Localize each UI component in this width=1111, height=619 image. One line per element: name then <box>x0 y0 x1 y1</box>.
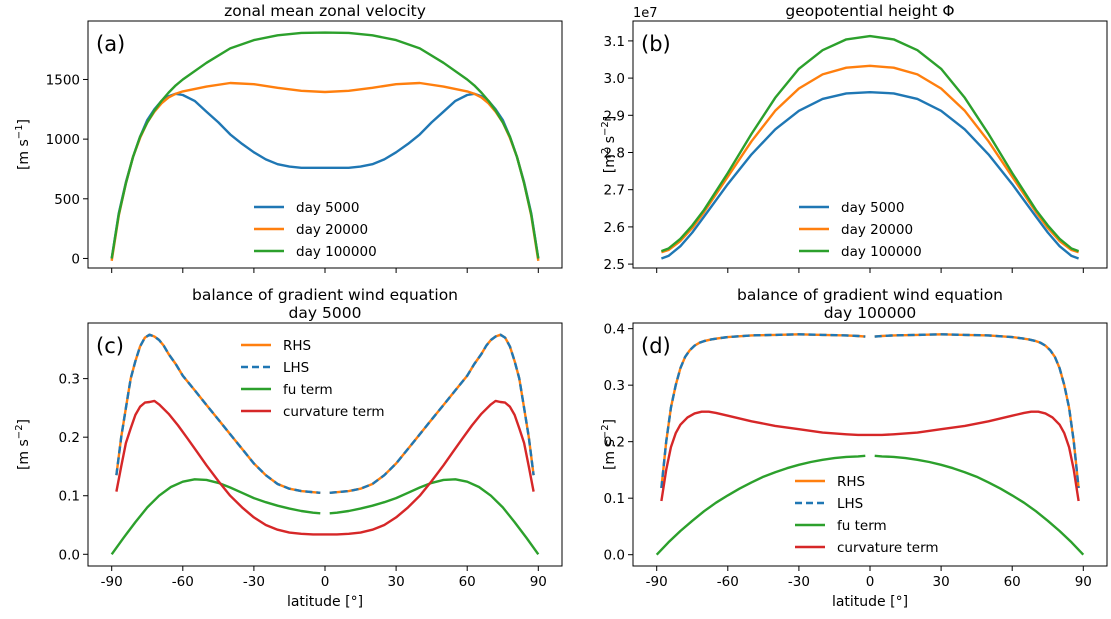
series-line-day-100000 <box>660 34 1080 253</box>
y-tick-label: 2.8 <box>604 145 625 161</box>
panel-label: (b) <box>641 32 671 56</box>
chart-subtitle: day 100000 <box>824 304 917 322</box>
axis-offset-text: 1e7 <box>633 6 658 21</box>
panel-a: 0 500 1000 1500 zonal mean zonal velocity [m … <box>14 2 563 273</box>
legend-label: day 5000 <box>841 200 904 216</box>
legend-label: day 100000 <box>296 244 377 260</box>
legend: day 5000 day 20000 day 100000 <box>799 200 922 260</box>
y-tick-label: 2.5 <box>604 257 625 273</box>
x-tick-label: 30 <box>388 574 405 590</box>
legend-label: LHS <box>283 360 309 376</box>
chart-subtitle: day 5000 <box>289 304 362 322</box>
panel-c: -90 -60 -30 0 30 60 90 0.0 0.1 0.2 0.3 balance of g… <box>14 286 563 610</box>
legend-label: curvature term <box>283 404 385 420</box>
y-tick-label: 3.1 <box>604 34 625 50</box>
series-group <box>110 31 540 261</box>
y-tick-label: 500 <box>54 192 80 208</box>
legend: RHS LHS fu term curvature term <box>795 474 939 556</box>
panel-d: -90 -60 -30 0 30 60 90 0.0 0.1 0.2 0.3 0.4 balance o… <box>600 286 1108 610</box>
x-tick-label: 0 <box>321 574 330 590</box>
y-tick-label: 0.2 <box>59 430 80 446</box>
y-tick-label: 2.9 <box>604 108 625 124</box>
x-tick-label: -90 <box>646 574 668 590</box>
series-group <box>660 34 1080 260</box>
series-group <box>655 333 1085 556</box>
series-line-day-5000 <box>660 91 1080 260</box>
chart-title: geopotential height Φ <box>785 2 954 20</box>
panel-label: (d) <box>641 334 671 358</box>
y-tick-label: 0.1 <box>59 489 80 505</box>
legend-label: curvature term <box>837 540 939 556</box>
y-tick-label: 0.0 <box>604 548 625 564</box>
legend-label: fu term <box>837 518 887 534</box>
series-group <box>110 333 540 556</box>
y-tick-label: 1500 <box>46 72 80 88</box>
chart-title: balance of gradient wind equation <box>192 286 458 304</box>
x-tick-label: 30 <box>933 574 950 590</box>
x-tick-label: 90 <box>1075 574 1092 590</box>
legend-label: fu term <box>283 382 333 398</box>
chart-title: balance of gradient wind equation <box>737 286 1003 304</box>
axes-frame <box>87 322 563 567</box>
series-line-day-20000 <box>661 64 1079 254</box>
legend: RHS LHS fu term curvature term <box>241 338 385 420</box>
y-axis-label: [m s−1] <box>14 119 32 170</box>
series-line-fu-term <box>655 454 1085 556</box>
x-tick-label: -60 <box>172 574 194 590</box>
series-line-day-100000 <box>110 31 540 259</box>
y-tick-label: 1000 <box>46 132 80 148</box>
y-axis-label: [m s−2] <box>14 419 32 470</box>
series-line-curvature-term <box>660 410 1080 502</box>
y-tick-label: 2.6 <box>604 220 625 236</box>
x-tick-label: -90 <box>101 574 123 590</box>
y-axis-label: [m2 s−2] <box>600 116 618 173</box>
y-tick-label: 0.2 <box>604 435 625 451</box>
panel-label: (c) <box>96 334 124 358</box>
legend-label: day 100000 <box>841 244 922 260</box>
series-line-fu-term <box>110 478 540 556</box>
legend-label: LHS <box>837 496 863 512</box>
x-tick-label: 60 <box>1004 574 1021 590</box>
y-tick-label: 0.4 <box>604 322 625 338</box>
y-tick-label: 2.7 <box>604 183 625 199</box>
series-line-curvature-term <box>115 399 535 536</box>
y-tick-label: 3.0 <box>604 71 625 87</box>
series-line-lhs <box>115 333 535 494</box>
legend: day 5000 day 20000 day 100000 <box>254 200 377 260</box>
x-tick-label: -60 <box>717 574 739 590</box>
series-line-lhs <box>660 333 1080 489</box>
x-tick-label: -30 <box>788 574 810 590</box>
legend-label: day 20000 <box>841 222 913 238</box>
legend-label: day 20000 <box>296 222 368 238</box>
x-tick-label: 60 <box>459 574 476 590</box>
x-tick-label: -30 <box>243 574 265 590</box>
y-tick-label: 0 <box>71 251 80 267</box>
y-tick-label: 0.3 <box>604 378 625 394</box>
legend-label: RHS <box>837 474 865 490</box>
x-tick-label: 0 <box>866 574 875 590</box>
y-tick-label: 0.0 <box>59 547 80 563</box>
legend-label: day 5000 <box>296 200 359 216</box>
x-axis-label: latitude [°] <box>832 594 908 610</box>
y-axis-label: [m s−2] <box>600 419 618 470</box>
y-tick-label: 0.1 <box>604 491 625 507</box>
y-tick-label: 0.3 <box>59 372 80 388</box>
series-line-rhs <box>660 333 1080 489</box>
legend-label: RHS <box>283 338 311 354</box>
chart-title: zonal mean zonal velocity <box>224 2 426 20</box>
x-axis-label: latitude [°] <box>287 594 363 610</box>
panel-label: (a) <box>96 32 125 56</box>
panel-b: 2.5 2.6 2.7 2.8 2.9 3.0 3.1 1e7 geopotential hei… <box>600 2 1108 273</box>
x-tick-label: 90 <box>530 574 547 590</box>
